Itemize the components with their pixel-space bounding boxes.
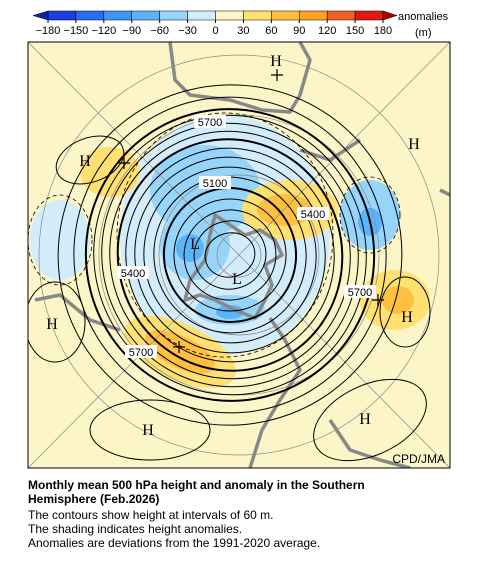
contour-label: 5400 [121,268,145,280]
pressure-center: H [142,422,154,439]
pressure-center: H [270,53,282,70]
contour-label-bg [117,266,149,279]
colorbar-tick-label: 120 [318,25,336,37]
colorbar-tick-label: −30 [178,25,197,37]
colorbar-tick-label: 30 [237,25,249,37]
contour-label-bg [297,207,329,220]
colorbar-arrow [32,10,49,21]
map-frame [27,41,451,469]
caption-line: Anomalies are deviations from the 1991-2… [28,536,321,550]
contour-label-bg [344,285,376,298]
colorbar-tick-label: 180 [374,25,392,37]
caption: Monthly mean 500 hPa height and anomaly … [28,478,418,550]
colorbar-label: anomalies [398,11,449,23]
colorbar-segment [354,10,384,21]
colorbar-segment [131,10,160,21]
colorbar-segment [47,10,77,21]
colorbar-segment [103,10,133,21]
colorbar-tick-label: −150 [64,25,89,37]
colorbar: −180 −150 −120 −90 −60 −30 0 30 60 90 120 150 180 ano… [32,10,449,39]
pressure-center: L [190,236,200,253]
colorbar-segment [159,10,188,21]
pressure-center: H [359,411,371,428]
contour-label-bg [194,115,226,128]
contour-label: 5700 [129,347,153,359]
colorbar-unit: (m) [415,27,432,39]
colorbar-tick-label: 0 [212,25,218,37]
pressure-center: H [408,136,420,153]
caption-title: Monthly mean 500 hPa height and anomaly … [28,478,365,506]
colorbar-tick-label: −90 [122,25,141,37]
colorbar-segment [75,10,105,21]
colorbar-tick-label: 90 [293,25,305,37]
colorbar-tick-label: −180 [36,25,61,37]
colorbar-tick-label: −60 [150,25,169,37]
pressure-center: L [232,271,242,288]
colorbar-segment [271,10,300,21]
colorbar-segment [299,10,328,21]
contour-label: 5700 [198,117,222,129]
contour-label: 5400 [301,209,325,221]
colorbar-segment [243,10,272,21]
contour-label-bg [125,345,157,358]
contour-label-bg [199,176,231,189]
pressure-center: H [79,153,91,170]
colorbar-tick-label: 60 [265,25,277,37]
colorbar-segment [326,10,356,21]
map [28,42,450,468]
colorbar-segment [215,10,244,21]
caption-line: The shading indicates height anomalies. [28,522,243,536]
colorbar-arrow [382,10,398,21]
contour-label: 5100 [203,178,227,190]
colorbar-segment [187,10,216,21]
colorbar-tick-label: −120 [91,25,116,37]
pressure-center: H [401,309,413,326]
credit: CPD/JMA [392,452,445,466]
figure: −180 −150 −120 −90 −60 −30 0 30 60 90 120 150 180 ano… [27,10,451,469]
caption-line: The contours show height at intervals of… [28,508,274,522]
contour-label: 5700 [348,287,372,299]
colorbar-tick-label: 150 [346,25,364,37]
pressure-center: H [46,316,58,333]
